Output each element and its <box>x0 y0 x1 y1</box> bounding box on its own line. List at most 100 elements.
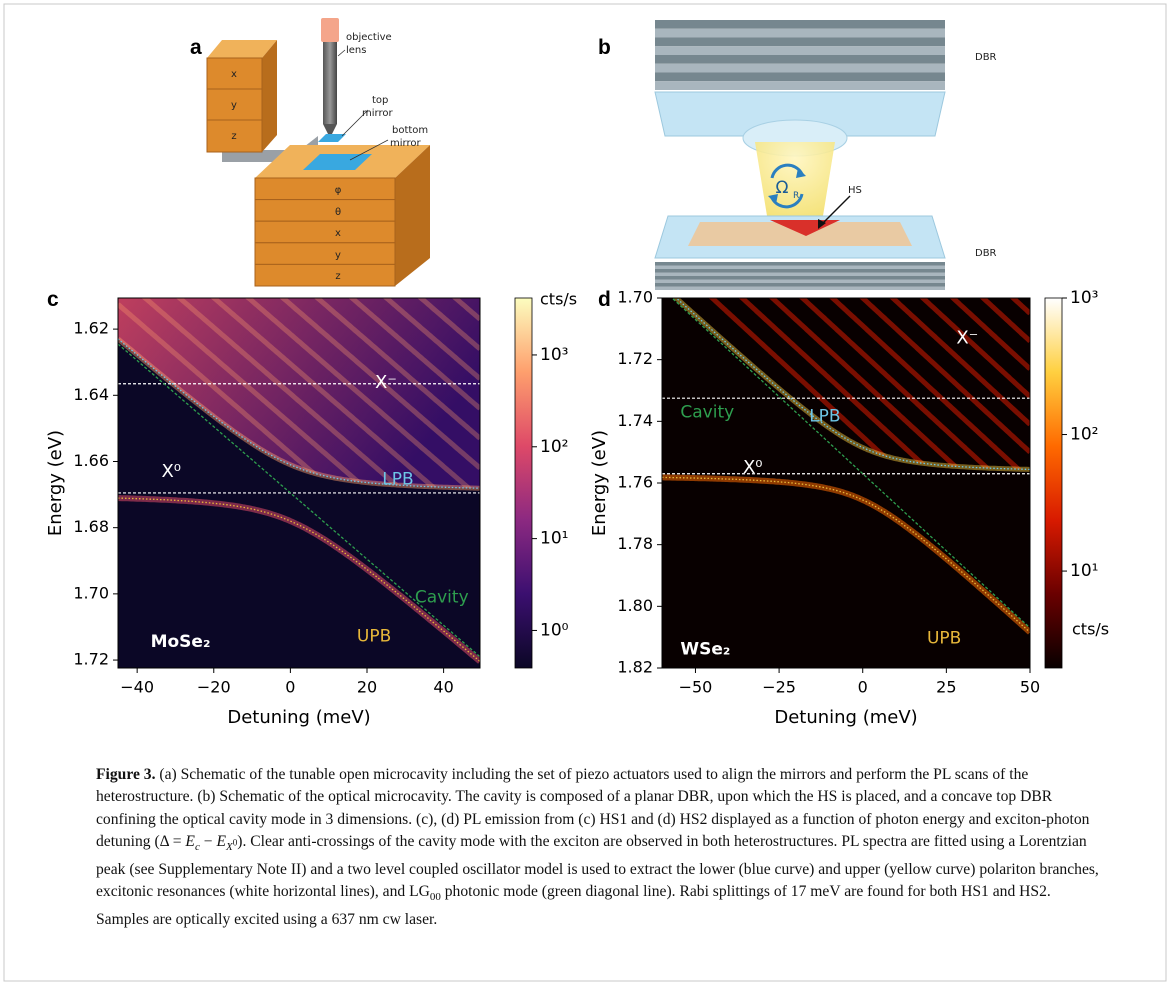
colorbar-tick-label: 10¹ <box>1070 561 1098 581</box>
dbr-layer <box>655 280 945 284</box>
caption: Figure 3. (a) Schematic of the tunable o… <box>96 764 1106 931</box>
x-tick-label: −20 <box>197 678 231 697</box>
curve-label: LPB <box>382 469 413 489</box>
y-axis-label: Energy (eV) <box>589 430 610 536</box>
dbr-layer <box>655 55 945 64</box>
page: a x y z φ θ x y z objective lens top mir… <box>0 0 1170 985</box>
x-tick-label: −40 <box>120 678 154 697</box>
schematic-a: a x y z φ θ x y z objective lens top mir… <box>190 18 430 286</box>
caption-label: Figure 3. <box>96 766 155 783</box>
caption-text: 00 <box>430 891 441 903</box>
material-label: MoSe₂ <box>151 632 211 652</box>
y-tick-label: 1.76 <box>617 473 653 492</box>
panel-label: b <box>598 36 611 59</box>
colorbar <box>1045 298 1062 668</box>
y-tick-label: 1.68 <box>73 517 109 536</box>
panel-label: d <box>598 288 611 311</box>
x-axis-label: Detuning (meV) <box>774 707 917 728</box>
panel-label: a <box>190 36 202 59</box>
axis-label: z <box>335 271 340 282</box>
caption-math: − <box>200 833 217 850</box>
axis-label: φ <box>335 185 342 196</box>
axis-label: θ <box>335 207 341 218</box>
y-tick-label: 1.78 <box>617 534 653 553</box>
y-tick-label: 1.80 <box>617 596 653 615</box>
label: mirror <box>390 138 421 149</box>
label: lens <box>346 45 366 56</box>
axis-label: x <box>231 69 237 80</box>
x-tick-label: 25 <box>936 678 956 697</box>
label: objective <box>346 32 392 43</box>
heatmap-stripe <box>118 0 480 81</box>
y-tick-label: 1.66 <box>73 451 109 470</box>
label: mirror <box>362 108 393 119</box>
axis-label: y <box>335 250 341 261</box>
dbr-layer <box>655 64 945 73</box>
colorbar-tick-label: 10³ <box>1070 288 1098 308</box>
y-tick-label: 1.72 <box>73 650 109 669</box>
x-tick-label: 0 <box>285 678 295 697</box>
dbr-layer <box>655 266 945 270</box>
dbr-layer <box>655 20 945 29</box>
dbr-layer <box>655 73 945 82</box>
colorbar-tick-label: 10⁰ <box>540 620 569 640</box>
caption-math: E <box>185 833 195 850</box>
curve-label: Cavity <box>680 403 734 423</box>
axis-label: z <box>231 131 236 142</box>
curve-label: LPB <box>809 406 840 426</box>
heatmap-stripe <box>118 0 480 170</box>
label: bottom <box>392 125 428 136</box>
heatmap-panel: X⁻ X⁰ LPB UPB Cavity MoSe₂ −40 −20 0 20 40 1.62 1.64… <box>45 0 577 728</box>
y-tick-label: 1.72 <box>617 349 653 368</box>
axis-label: y <box>231 100 237 111</box>
heatmap-stripe <box>118 0 480 111</box>
y-tick-label: 1.64 <box>73 385 109 404</box>
colorbar-tick-label: 10² <box>1070 425 1098 445</box>
label: DBR <box>975 248 997 259</box>
dbr-layer <box>655 29 945 38</box>
dbr-layer <box>655 276 945 280</box>
axis-label: x <box>335 228 341 239</box>
dbr-layer <box>655 38 945 47</box>
exciton-label: X⁰ <box>743 457 763 478</box>
x-tick-label: −50 <box>679 678 713 697</box>
curve-label: Cavity <box>415 588 469 608</box>
y-tick-label: 1.70 <box>617 288 653 307</box>
heatmap-image <box>118 0 480 668</box>
panel-label: c <box>47 288 59 311</box>
x-tick-label: 40 <box>433 678 453 697</box>
y-tick-label: 1.74 <box>617 411 653 430</box>
y-tick-label: 1.62 <box>73 319 109 338</box>
dbr-layer <box>655 81 945 90</box>
colorbar-tick-label: 10³ <box>540 345 568 365</box>
label: top <box>372 95 388 106</box>
exciton-label: X⁻ <box>956 328 978 349</box>
schematic-b: b Ω R HS DBR DBR <box>598 20 997 290</box>
material-label: WSe₂ <box>680 640 730 660</box>
y-axis-label: Energy (eV) <box>45 430 66 536</box>
caption-math: X <box>226 841 233 853</box>
heatmap-stripe <box>118 0 480 21</box>
x-axis-label: Detuning (meV) <box>227 707 370 728</box>
charts: X⁻ X⁰ LPB UPB Cavity MoSe₂ −40 −20 0 20 40 1.62 1.64… <box>45 0 1109 728</box>
dbr-layer <box>655 46 945 55</box>
label: DBR <box>975 52 997 63</box>
colorbar-tick-label: 10² <box>540 437 568 457</box>
rabi-subscript: R <box>793 191 799 201</box>
dbr-layer <box>655 262 945 266</box>
curve-label: UPB <box>927 628 961 648</box>
heatmap-stripe <box>118 0 480 141</box>
caption-math: E <box>216 833 226 850</box>
rabi-symbol: Ω <box>776 178 789 198</box>
label: HS <box>848 185 862 196</box>
dbr-layer <box>655 269 945 273</box>
colorbar-tick-label: 10¹ <box>540 529 568 549</box>
dbr-layer <box>655 287 945 291</box>
heatmap-stripe <box>118 0 480 51</box>
colorbar <box>515 298 532 668</box>
curve-label: UPB <box>357 627 391 647</box>
exciton-label: X⁰ <box>161 461 181 482</box>
exciton-label: X⁻ <box>375 372 397 393</box>
x-tick-label: 20 <box>357 678 377 697</box>
y-tick-label: 1.82 <box>617 658 653 677</box>
